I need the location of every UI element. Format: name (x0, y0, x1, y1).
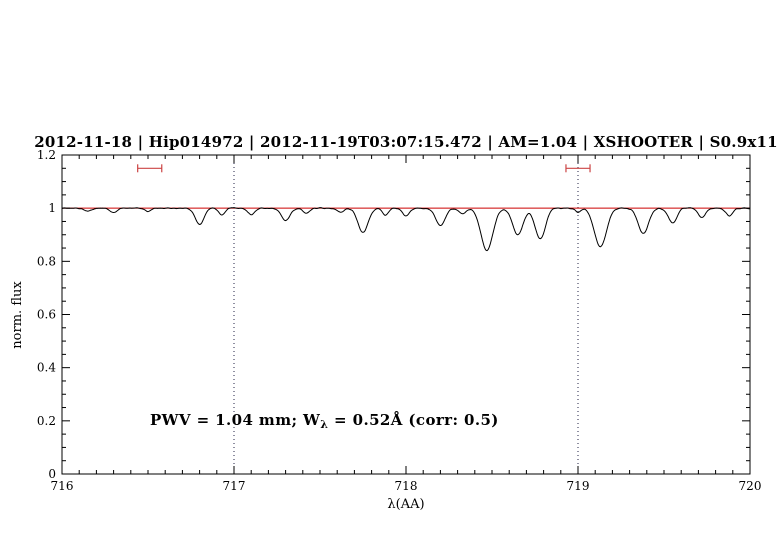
x-tick-label: 716 (51, 479, 74, 493)
chart-title: 2012-11-18 | Hip014972 | 2012-11-19T03:0… (34, 133, 778, 151)
y-axis-label: norm. flux (10, 281, 25, 349)
plot-area: 716 717 718 719 720 0 0.2 0.4 0.6 0.8 1 1.2 (37, 148, 762, 493)
spectrum-line (61, 207, 751, 252)
x-tick-label: 720 (739, 479, 762, 493)
y-tick-label: 0 (48, 467, 56, 481)
pwv-annotation-part2: = 0.52Å (corr: 0.5) (328, 411, 498, 429)
x-tick-label: 719 (567, 479, 590, 493)
pwv-annotation: PWV = 1.04 mm; Wλ = 0.52Å (corr: 0.5) (150, 411, 499, 431)
y-tick-label: 0.6 (37, 308, 56, 322)
x-tick-label: 718 (395, 479, 418, 493)
x-axis-label: λ(AA) (387, 497, 424, 512)
y-tick-label: 0.4 (37, 361, 56, 375)
x-tick-label: 717 (223, 479, 246, 493)
y-tick-label: 0.2 (37, 414, 56, 428)
y-tick-label: 1 (48, 201, 56, 215)
y-tick-label: 0.8 (37, 254, 56, 268)
pwv-annotation-subscript: λ (320, 418, 328, 431)
pwv-annotation-part1: PWV = 1.04 mm; W (150, 411, 321, 429)
y-tick-label: 1.2 (37, 148, 56, 162)
